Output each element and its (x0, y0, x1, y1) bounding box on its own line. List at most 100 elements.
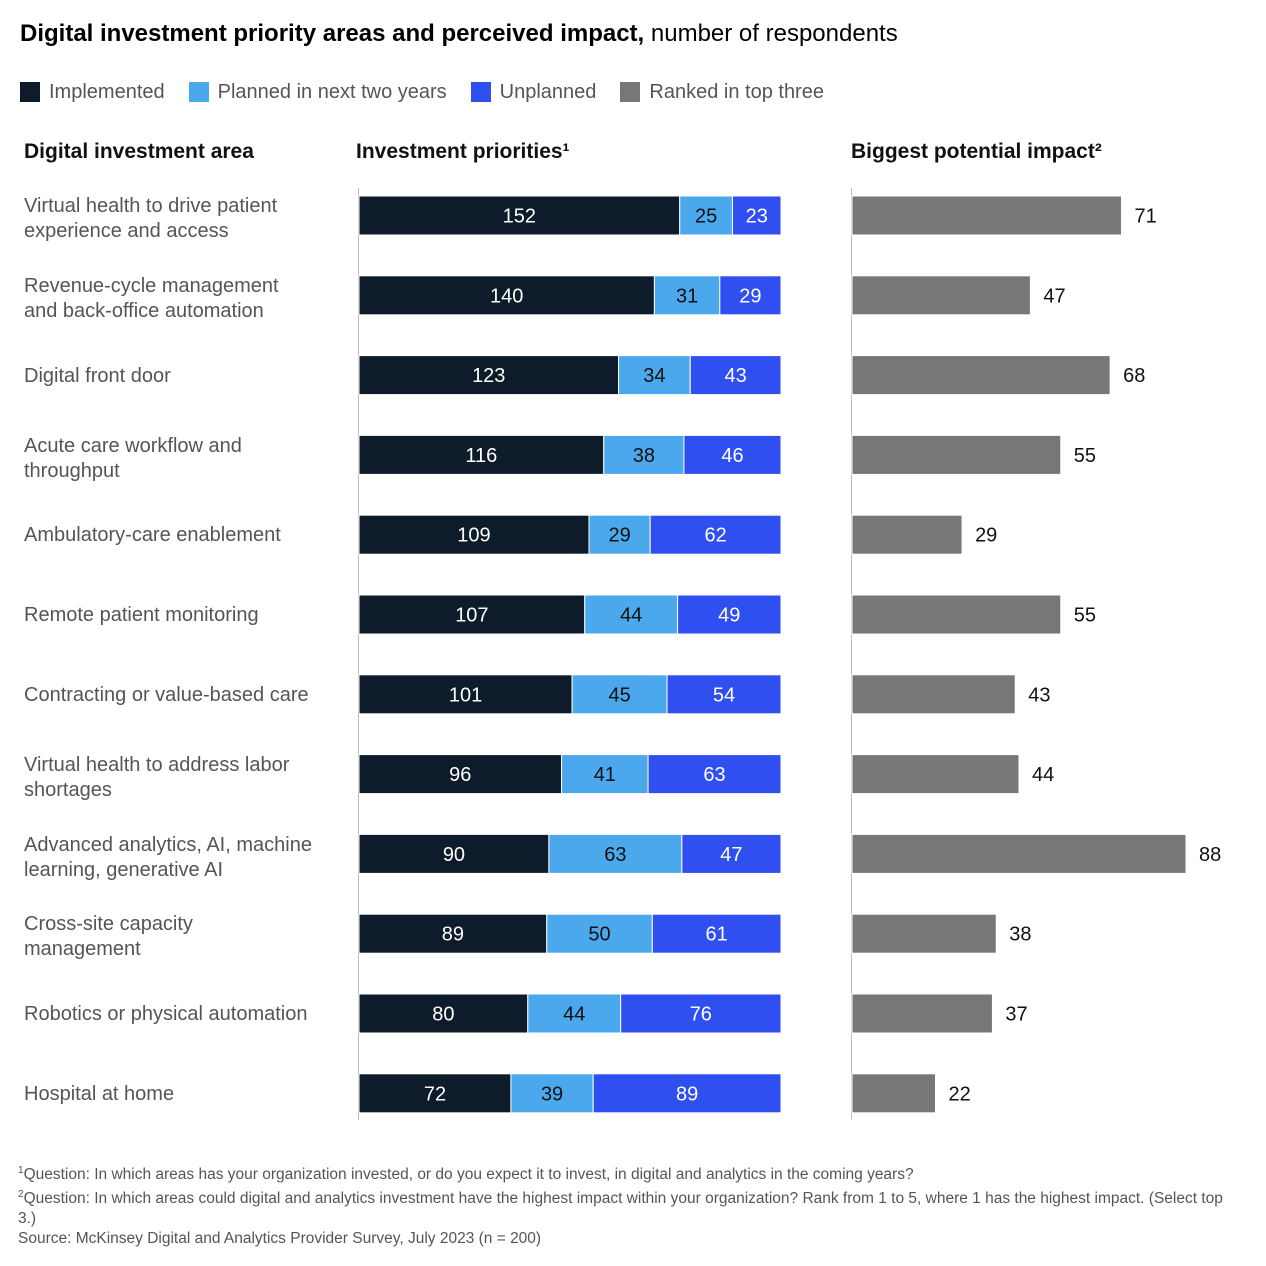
row-label-line: Digital front door (24, 365, 171, 387)
row-label-line: Virtual health to address labor (24, 754, 290, 776)
bar-label-unplanned: 61 (706, 924, 728, 946)
legend-swatch-planned (188, 82, 209, 102)
bar-segment-implemented (358, 833, 550, 874)
row-label-line: Virtual health to drive patient (24, 195, 278, 217)
impact-bar (851, 514, 963, 555)
impact-bar-label: 47 (1043, 285, 1065, 307)
impact-bar (851, 1073, 936, 1114)
bar-segment-planned (510, 1073, 594, 1114)
legend-item-planned: Planned in next two years (188, 80, 447, 104)
bar-segment-implemented (358, 594, 586, 635)
bar-label-implemented: 107 (455, 605, 488, 627)
legend-label-ranked: Ranked in top three (649, 80, 824, 103)
impact-bar-label: 55 (1074, 605, 1096, 627)
bar-label-implemented: 109 (457, 525, 490, 547)
legend-label-implemented: Implemented (49, 80, 165, 103)
bar-label-implemented: 90 (443, 844, 465, 866)
footnote-source: Source: McKinsey Digital and Analytics P… (18, 1230, 542, 1248)
header-investment-priorities: Investment priorities¹ (356, 140, 570, 163)
legend-label-unplanned: Unplanned (499, 80, 597, 103)
bar-segment-unplanned (647, 754, 782, 795)
impact-bar-label: 29 (975, 525, 997, 547)
row-label-line: Remote patient monitoring (24, 604, 259, 626)
bar-label-unplanned: 29 (739, 285, 761, 307)
footnote-1: 1Question: In which areas has your organ… (18, 1161, 1238, 1185)
row-label: Digital front door (24, 364, 344, 389)
bar-label-planned: 25 (695, 206, 717, 228)
legend: Implemented Planned in next two years Un… (20, 78, 848, 106)
impact-bar-label: 55 (1074, 445, 1096, 467)
chart-title-rest: number of respondents (644, 20, 898, 47)
chart-title-bold: Digital investment priority areas and pe… (20, 20, 645, 47)
row-label: Virtual health to drive patient experien… (24, 194, 344, 244)
bar-label-unplanned: 46 (721, 445, 743, 467)
legend-swatch-unplanned (470, 82, 491, 102)
bar-label-unplanned: 62 (704, 525, 726, 547)
bar-segment-unplanned (719, 275, 782, 316)
legend-label-planned: Planned in next two years (217, 80, 447, 103)
row-label: Ambulatory-care enablement (24, 523, 344, 548)
bar-label-planned: 29 (608, 525, 630, 547)
impact-bar-label: 37 (1005, 1004, 1027, 1026)
impact-bar (851, 195, 1122, 236)
bar-segment-implemented (358, 275, 655, 316)
footnote-2: 2Question: In which areas could digital … (18, 1185, 1238, 1229)
impact-bar-label: 38 (1009, 924, 1031, 946)
chart-title: Digital investment priority areas and pe… (20, 20, 898, 48)
footnote-2-mark: 2 (18, 1189, 24, 1201)
bar-segment-unplanned (681, 833, 782, 874)
row-label: Virtual health to address labor shortage… (24, 753, 344, 803)
impact-bar (851, 594, 1062, 635)
bar-label-unplanned: 89 (676, 1083, 698, 1105)
bar-label-implemented: 96 (449, 764, 471, 786)
bar-segment-planned (546, 913, 653, 954)
bar-label-unplanned: 23 (746, 206, 768, 228)
row-label: Robotics or physical automation (24, 1002, 344, 1027)
bar-label-implemented: 116 (465, 445, 497, 467)
impact-bar (851, 434, 1062, 475)
header-investment-area: Digital investment area (24, 140, 254, 163)
row-label-line: Ambulatory-care enablement (24, 524, 281, 546)
bar-label-planned: 50 (588, 924, 610, 946)
row-label-line: experience and access (24, 220, 229, 242)
footnote-1-mark: 1 (18, 1165, 24, 1176)
bar-segment-planned (653, 275, 721, 316)
legend-swatch-implemented (20, 82, 40, 102)
impact-bar-label: 43 (1028, 684, 1050, 706)
row-label-line: learning, generative AI (24, 859, 224, 881)
bar-label-planned: 39 (541, 1083, 563, 1105)
bar-label-planned: 31 (676, 285, 698, 307)
bar-label-unplanned: 54 (713, 684, 735, 706)
bar-segment-unplanned (689, 355, 782, 396)
bar-segment-implemented (358, 754, 563, 795)
legend-item-ranked: Ranked in top three (620, 81, 824, 104)
row-label: Acute care workflow and throughput (24, 434, 344, 484)
bar-segment-unplanned (649, 514, 782, 555)
footnote-2-text: Question: In which areas could digital a… (18, 1190, 1223, 1228)
bar-segment-planned (618, 355, 691, 396)
impact-bar-label: 71 (1134, 206, 1156, 228)
row-label-line: Contracting or value-based care (24, 684, 309, 706)
bar-label-implemented: 152 (503, 206, 536, 228)
row-label: Hospital at home (24, 1082, 344, 1107)
row-label-line: Cross-site capacity (24, 913, 193, 935)
bar-label-planned: 38 (633, 445, 655, 467)
bar-label-implemented: 140 (490, 285, 523, 307)
bar-segment-unplanned (620, 993, 782, 1034)
impact-bar (851, 355, 1111, 396)
row-label-line: management (24, 938, 141, 960)
impact-bar (851, 275, 1031, 316)
bar-segment-implemented (358, 913, 548, 954)
bar-segment-unplanned (677, 594, 782, 635)
impact-bar-label: 88 (1199, 844, 1221, 866)
bar-segment-implemented (358, 355, 620, 396)
bar-segment-unplanned (683, 434, 782, 475)
impact-bar (851, 674, 1016, 715)
bar-label-planned: 63 (604, 844, 626, 866)
footnotes: 1Question: In which areas has your organ… (18, 1161, 1238, 1249)
row-label-line: Robotics or physical automation (24, 1003, 308, 1025)
legend-item-implemented: Implemented (20, 81, 165, 104)
row-label-line: Hospital at home (24, 1083, 175, 1105)
row-label-line: Acute care workflow and (24, 435, 242, 457)
bar-segment-planned (527, 993, 622, 1034)
